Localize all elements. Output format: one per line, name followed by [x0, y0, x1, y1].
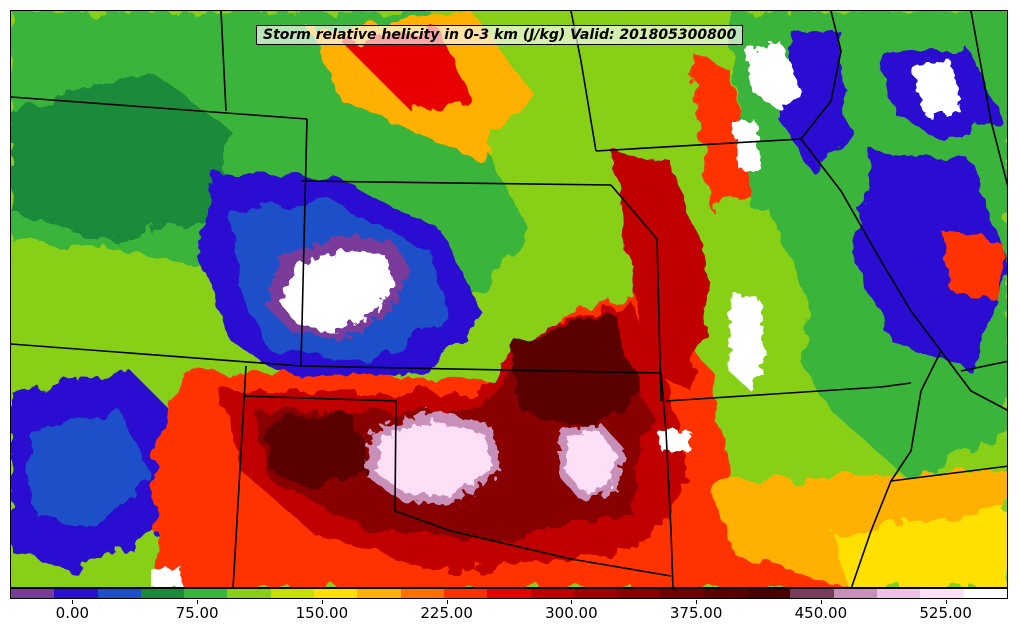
- colorbar-tick-mark: [446, 600, 448, 604]
- colorbar-segment: [97, 589, 141, 598]
- colorbar-segment: [54, 589, 98, 598]
- helicity-map: Storm relative helicity in 0-3 km (J/kg)…: [10, 10, 1008, 588]
- colorbar-segment: [747, 589, 791, 598]
- colorbar-segment: [357, 589, 401, 598]
- colorbar-segment: [833, 589, 877, 598]
- colorbar-tick-label: 375.00: [669, 604, 723, 622]
- map-canvas: [11, 11, 1007, 587]
- colorbar-segment: [660, 589, 704, 598]
- colorbar-segment: [963, 589, 1007, 598]
- colorbar-segment: [530, 589, 574, 598]
- colorbar: [10, 588, 1008, 599]
- colorbar-tick-mark: [72, 600, 74, 604]
- colorbar-tick-label: 450.00: [794, 604, 848, 622]
- colorbar-tick-label: 75.00: [175, 604, 219, 622]
- colorbar-tick-mark: [321, 600, 323, 604]
- colorbar-segment: [876, 589, 921, 598]
- colorbar-segment: [11, 589, 55, 598]
- colorbar-tick-mark: [197, 600, 199, 604]
- colorbar-segment: [314, 589, 358, 598]
- colorbar-segment: [140, 589, 185, 598]
- colorbar-tick-label: 525.00: [919, 604, 972, 622]
- colorbar-tick-mark: [820, 600, 822, 604]
- colorbar-segment: [790, 589, 834, 598]
- colorbar-segment: [270, 589, 315, 598]
- colorbar-ticks: 0.00 75.00 150.00 225.00 300.00 375.00 450.00 5…: [0, 600, 1018, 630]
- colorbar-segment: [184, 589, 228, 598]
- colorbar-tick-label: 225.00: [420, 604, 473, 622]
- colorbar-tick-mark: [945, 600, 947, 604]
- colorbar-segment: [617, 589, 661, 598]
- colorbar-tick-mark: [571, 600, 573, 604]
- colorbar-segment: [487, 589, 531, 598]
- colorbar-segment: [920, 589, 964, 598]
- colorbar-tick-label: 0.00: [55, 604, 90, 622]
- colorbar-tick-label: 150.00: [295, 604, 349, 622]
- colorbar-segment: [443, 589, 488, 598]
- colorbar-segment: [703, 589, 748, 598]
- colorbar-segment: [227, 589, 271, 598]
- colorbar-tick-mark: [696, 600, 698, 604]
- map-title: Storm relative helicity in 0-3 km (J/kg)…: [256, 25, 744, 45]
- colorbar-segment: [573, 589, 618, 598]
- colorbar-tick-label: 300.00: [545, 604, 598, 622]
- colorbar-segment: [400, 589, 444, 598]
